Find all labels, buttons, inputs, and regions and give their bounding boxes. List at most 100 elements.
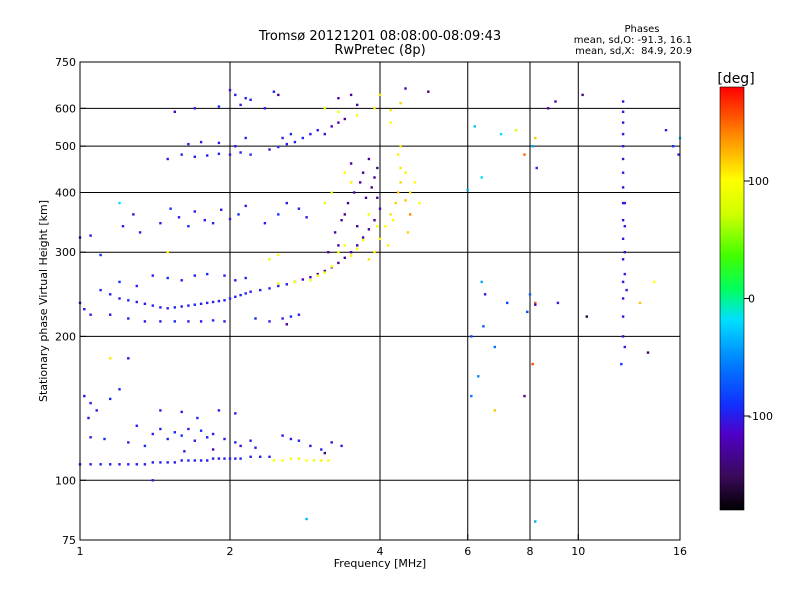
data-point xyxy=(297,313,301,316)
data-point xyxy=(356,244,359,247)
data-point xyxy=(373,251,376,254)
colorbar xyxy=(719,86,745,511)
chart-subtitle: RwPretec (8p) xyxy=(334,43,425,58)
data-point xyxy=(359,181,362,184)
data-point xyxy=(523,394,526,398)
data-point xyxy=(621,110,625,113)
data-point xyxy=(376,225,379,228)
data-point xyxy=(523,153,526,156)
data-point xyxy=(638,301,642,305)
data-point xyxy=(211,432,215,436)
data-point xyxy=(404,199,407,202)
data-point xyxy=(337,121,340,124)
data-point xyxy=(109,397,112,401)
data-point xyxy=(367,258,371,261)
data-point xyxy=(406,231,410,234)
data-point xyxy=(193,210,196,213)
data-point xyxy=(109,313,112,316)
data-point xyxy=(480,280,483,284)
data-point xyxy=(305,517,308,521)
y-tick-label: 750 xyxy=(55,56,76,69)
data-point xyxy=(528,293,532,296)
data-point xyxy=(376,166,379,170)
data-point xyxy=(285,201,288,205)
data-point xyxy=(143,320,147,323)
data-point xyxy=(482,325,485,328)
data-point xyxy=(285,323,288,326)
data-point xyxy=(621,315,625,318)
data-point xyxy=(349,162,353,165)
data-point xyxy=(301,278,304,281)
data-point xyxy=(223,457,226,460)
data-point xyxy=(389,121,392,124)
data-point xyxy=(203,219,206,222)
stats-line-o: mean, sd,O: -91.3, 16.1 xyxy=(574,35,692,46)
data-point xyxy=(193,107,196,110)
data-point xyxy=(356,225,359,228)
data-point xyxy=(143,302,147,305)
data-point xyxy=(217,457,221,460)
data-point xyxy=(285,283,288,286)
data-point xyxy=(228,297,232,300)
x-axis-ticks: 1 2 4 6 8 10 16 xyxy=(77,534,687,558)
data-point xyxy=(254,317,257,320)
data-point xyxy=(337,251,340,254)
data-point xyxy=(337,110,340,113)
data-point xyxy=(316,274,319,277)
data-point xyxy=(217,105,221,108)
data-point xyxy=(151,274,154,277)
data-point xyxy=(470,335,473,338)
data-point xyxy=(268,148,271,151)
data-point xyxy=(211,457,215,460)
data-point xyxy=(367,157,371,161)
data-point xyxy=(118,280,121,284)
data-point xyxy=(206,459,209,462)
data-point xyxy=(535,166,538,170)
data-point xyxy=(349,254,353,257)
data-point xyxy=(199,429,203,432)
data-point xyxy=(166,307,169,310)
data-point xyxy=(330,441,333,444)
data-point xyxy=(268,287,271,290)
data-point xyxy=(646,351,650,354)
data-point xyxy=(623,345,626,349)
data-point xyxy=(309,276,312,279)
data-point xyxy=(234,412,237,415)
data-point xyxy=(621,121,625,124)
data-point xyxy=(356,247,359,250)
data-point xyxy=(220,208,223,211)
data-point xyxy=(621,280,625,284)
data-point xyxy=(237,213,240,216)
data-point xyxy=(239,444,242,448)
data-point xyxy=(623,272,626,276)
data-point xyxy=(159,320,162,323)
data-point xyxy=(223,437,226,441)
colorbar-ticks: 100 0 -100 xyxy=(744,175,773,423)
data-point xyxy=(343,213,346,216)
x-axis-label: Frequency [MHz] xyxy=(334,557,426,570)
y-tick-label: 300 xyxy=(55,246,76,259)
data-point xyxy=(199,320,203,323)
data-point xyxy=(180,305,183,308)
data-point xyxy=(211,222,215,225)
data-point xyxy=(305,216,308,219)
data-point xyxy=(151,432,154,436)
data-point xyxy=(378,237,382,240)
data-point xyxy=(389,108,392,112)
data-point xyxy=(159,461,162,464)
data-point xyxy=(361,171,365,174)
data-point xyxy=(349,93,353,97)
data-point xyxy=(159,306,162,309)
stats-line-x: mean, sd,X: 84.9, 20.9 xyxy=(575,46,692,57)
data-point xyxy=(244,136,247,140)
data-point xyxy=(621,258,625,261)
data-point xyxy=(409,213,412,216)
data-point xyxy=(323,132,326,136)
data-point xyxy=(277,93,280,97)
data-point xyxy=(323,107,326,110)
data-point xyxy=(473,125,476,128)
data-point xyxy=(373,107,376,110)
data-point xyxy=(312,459,316,462)
data-point xyxy=(480,176,483,179)
data-point xyxy=(620,362,623,366)
